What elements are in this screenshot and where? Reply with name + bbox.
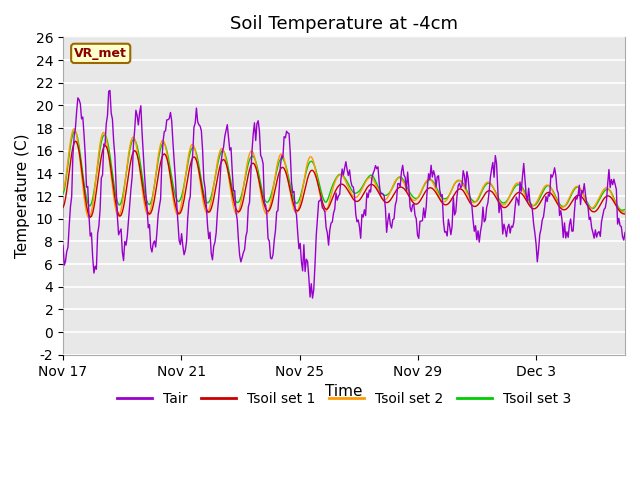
Title: Soil Temperature at -4cm: Soil Temperature at -4cm xyxy=(230,15,458,33)
Text: VR_met: VR_met xyxy=(74,47,127,60)
X-axis label: Time: Time xyxy=(325,384,363,399)
Y-axis label: Temperature (C): Temperature (C) xyxy=(15,134,30,258)
Legend: Tair, Tsoil set 1, Tsoil set 2, Tsoil set 3: Tair, Tsoil set 1, Tsoil set 2, Tsoil se… xyxy=(111,386,577,411)
